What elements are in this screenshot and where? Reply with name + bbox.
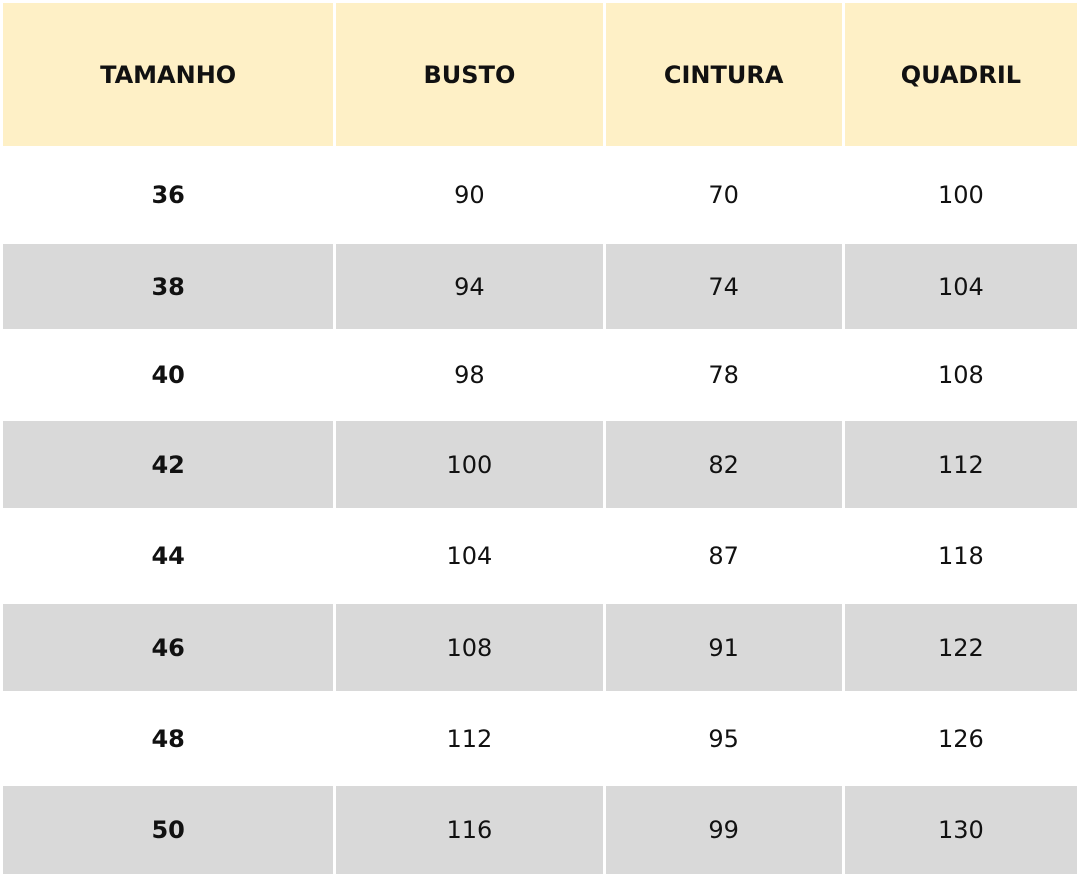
cell-cintura: 95 [708, 724, 739, 753]
cell-tamanho: 36 [151, 181, 185, 209]
cell-busto: 100 [336, 421, 603, 508]
cell-cintura: 91 [605, 604, 842, 691]
cell-busto: 98 [454, 361, 485, 389]
cell-quadril: 100 [937, 181, 984, 209]
table-row: 42 100 82 112 [3, 421, 1077, 508]
cell-busto: 94 [336, 244, 603, 329]
cell-cintura: 70 [708, 181, 739, 209]
cell-tamanho: 50 [3, 786, 334, 874]
header-cintura: CINTURA [605, 3, 842, 146]
cell-quadril: 118 [937, 542, 984, 570]
cell-tamanho: 40 [151, 361, 185, 389]
cell-cintura: 99 [605, 786, 842, 874]
cell-cintura: 78 [708, 361, 739, 389]
table-row: 36 90 70 100 [3, 149, 1077, 241]
cell-busto: 108 [336, 604, 603, 691]
cell-tamanho: 38 [3, 244, 334, 329]
cell-tamanho: 42 [3, 421, 334, 508]
cell-quadril: 112 [844, 421, 1077, 508]
cell-cintura: 82 [605, 421, 842, 508]
header-row: TAMANHO BUSTO CINTURA QUADRIL [3, 3, 1077, 146]
table-row: 48 112 95 126 [3, 694, 1077, 783]
cell-quadril: 126 [937, 724, 984, 753]
cell-cintura: 74 [605, 244, 842, 329]
cell-cintura: 87 [708, 542, 739, 570]
header-busto: BUSTO [336, 3, 603, 146]
table-row: 46 108 91 122 [3, 604, 1077, 691]
cell-tamanho: 46 [3, 604, 334, 691]
cell-busto: 104 [446, 542, 493, 570]
header-quadril: QUADRIL [844, 3, 1077, 146]
cell-quadril: 122 [844, 604, 1077, 691]
cell-tamanho: 48 [151, 724, 185, 753]
cell-quadril: 130 [844, 786, 1077, 874]
cell-tamanho: 44 [151, 542, 185, 570]
table-row: 40 98 78 108 [3, 332, 1077, 418]
cell-quadril: 104 [844, 244, 1077, 329]
table-row: 50 116 99 130 [3, 786, 1077, 874]
cell-busto: 112 [446, 724, 493, 753]
cell-busto: 90 [454, 181, 485, 209]
table-row: 38 94 74 104 [3, 244, 1077, 329]
header-tamanho: TAMANHO [3, 3, 334, 146]
table-row: 44 104 87 118 [3, 511, 1077, 601]
cell-quadril: 108 [937, 361, 984, 389]
cell-busto: 116 [336, 786, 603, 874]
